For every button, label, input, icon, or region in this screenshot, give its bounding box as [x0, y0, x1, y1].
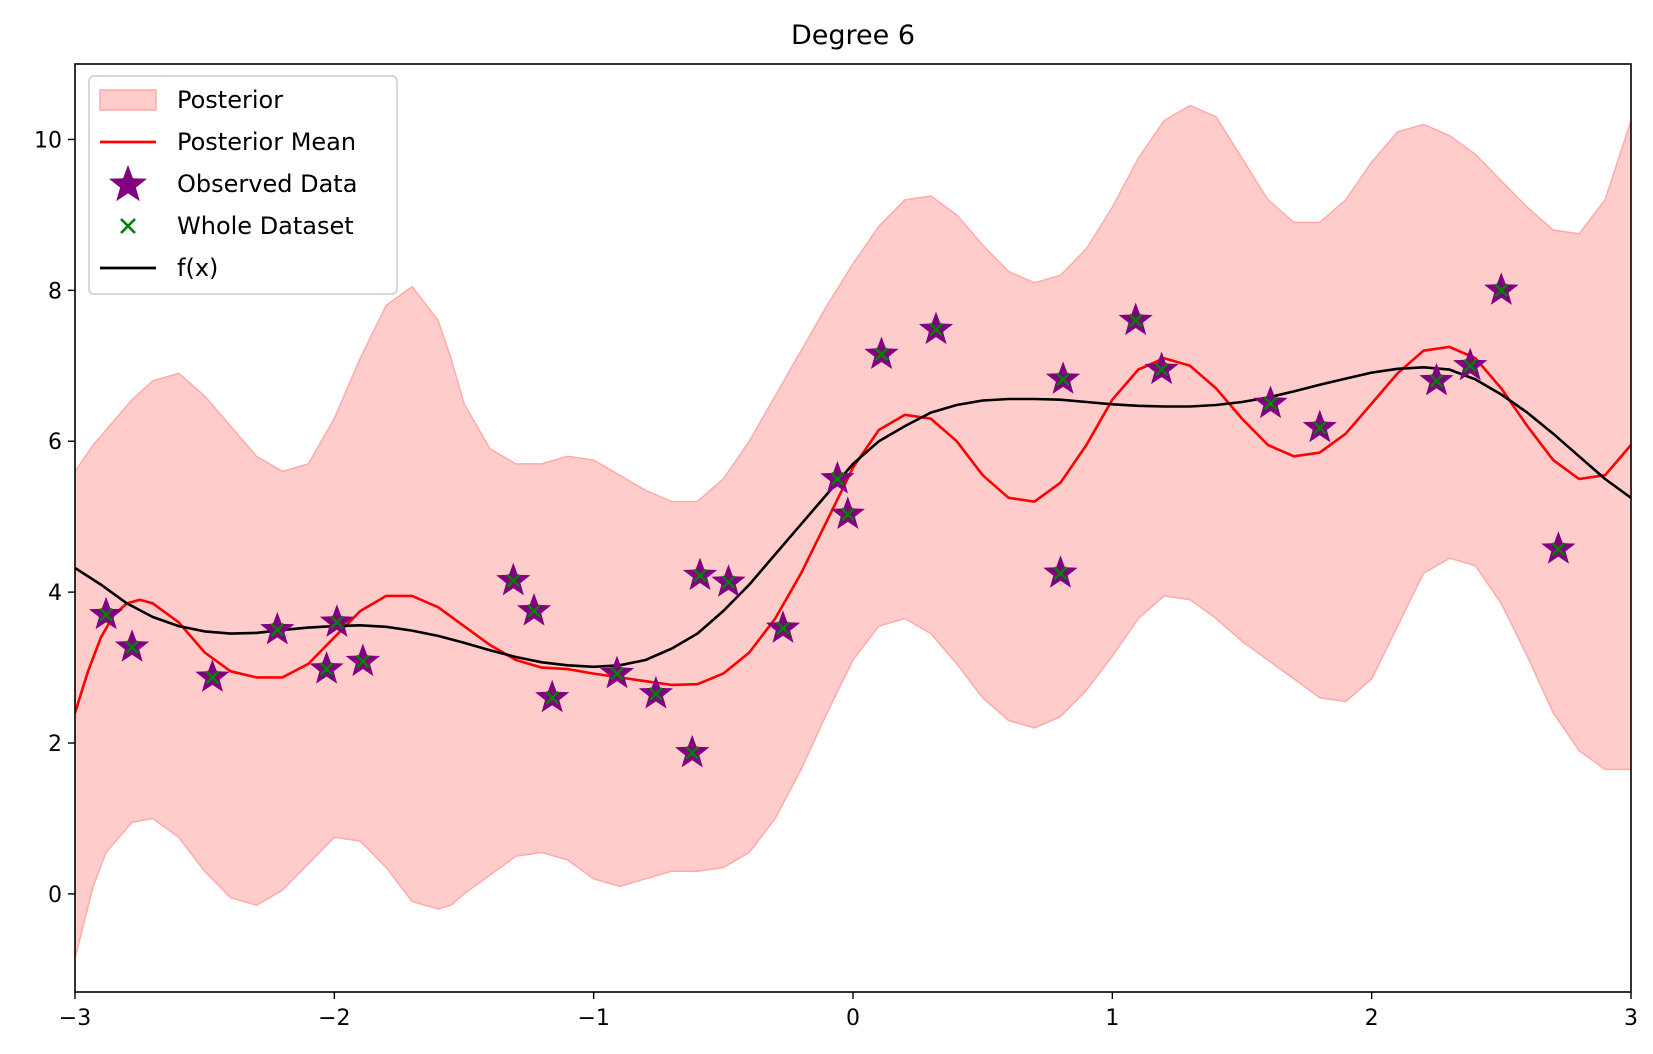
legend-swatch-star	[109, 165, 147, 202]
whole-dataset-point	[270, 622, 285, 637]
whole-dataset-point	[319, 662, 334, 677]
whole-dataset-point	[721, 575, 736, 590]
whole-dataset-point	[1463, 358, 1478, 373]
x-tick-label: 2	[1365, 1006, 1379, 1031]
whole-dataset-point	[1263, 396, 1278, 411]
legend-entry: Posterior Mean	[100, 128, 356, 156]
whole-dataset-point	[610, 666, 624, 681]
x-tick-label: 0	[846, 1006, 860, 1031]
whole-dataset-point	[330, 615, 344, 630]
legend-label: f(x)	[177, 254, 218, 282]
y-tick-label: 8	[48, 279, 62, 304]
whole-dataset-point	[1053, 566, 1068, 581]
y-tick-label: 4	[48, 581, 62, 606]
legend-entry: Posterior	[99, 86, 283, 114]
legend-entry: Observed Data	[109, 165, 357, 202]
posterior-band	[75, 104, 1631, 959]
whole-dataset-point	[648, 687, 663, 701]
x-tick-label: 1	[1105, 1006, 1119, 1031]
whole-dataset-point	[545, 690, 560, 705]
whole-dataset-point	[99, 607, 114, 622]
whole-dataset-point	[830, 472, 845, 486]
whole-dataset-point	[776, 621, 790, 636]
whole-dataset-point	[1494, 283, 1509, 298]
legend-swatch-posterior	[99, 89, 157, 111]
whole-dataset-point	[1128, 313, 1143, 328]
whole-dataset-point	[874, 347, 889, 362]
x-tick-label: −2	[318, 1006, 350, 1031]
whole-dataset-point	[1312, 420, 1327, 435]
whole-dataset-point	[527, 604, 541, 618]
whole-dataset-point	[355, 654, 370, 669]
points-layer	[89, 272, 1576, 768]
y-tick-label: 2	[48, 732, 62, 757]
whole-dataset-point	[125, 640, 139, 655]
x-axis: −3 −2 −1 0 1 2 3	[59, 992, 1638, 1031]
legend: Posterior Posterior Mean Observed Data Whol…	[88, 75, 398, 295]
series-line-posterior-mean	[75, 345, 1631, 714]
posterior-band-layer	[75, 104, 1631, 959]
x-tick-label: 3	[1624, 1006, 1638, 1031]
legend-swatch-x	[120, 218, 136, 234]
whole-dataset-point	[1551, 542, 1566, 557]
x-tick-label: −1	[577, 1006, 609, 1031]
legend-label: Observed Data	[177, 170, 357, 198]
whole-dataset-point	[1154, 362, 1169, 377]
legend-entry: Whole Dataset	[120, 212, 354, 240]
whole-dataset-point	[1056, 372, 1070, 387]
whole-dataset-point	[840, 507, 855, 522]
y-tick-label: 10	[34, 128, 62, 153]
whole-dataset-point	[506, 573, 521, 588]
legend-label: Posterior Mean	[177, 128, 356, 156]
whole-dataset-point	[1429, 373, 1444, 388]
legend-box	[88, 75, 398, 295]
y-tick-label: 6	[48, 430, 62, 455]
chart-title: Degree 6	[791, 20, 915, 51]
legend-label: Posterior	[177, 86, 283, 114]
whole-dataset-point	[929, 322, 943, 337]
legend-entry: f(x)	[100, 254, 218, 282]
legend-label: Whole Dataset	[177, 212, 354, 240]
y-tick-label: 0	[48, 883, 62, 908]
y-axis: 0 2 4 6 8 10	[34, 128, 75, 908]
x-tick-label: −3	[59, 1006, 91, 1031]
whole-dataset-point	[205, 670, 220, 685]
whole-dataset-point	[685, 745, 700, 760]
whole-dataset-point	[693, 568, 707, 583]
